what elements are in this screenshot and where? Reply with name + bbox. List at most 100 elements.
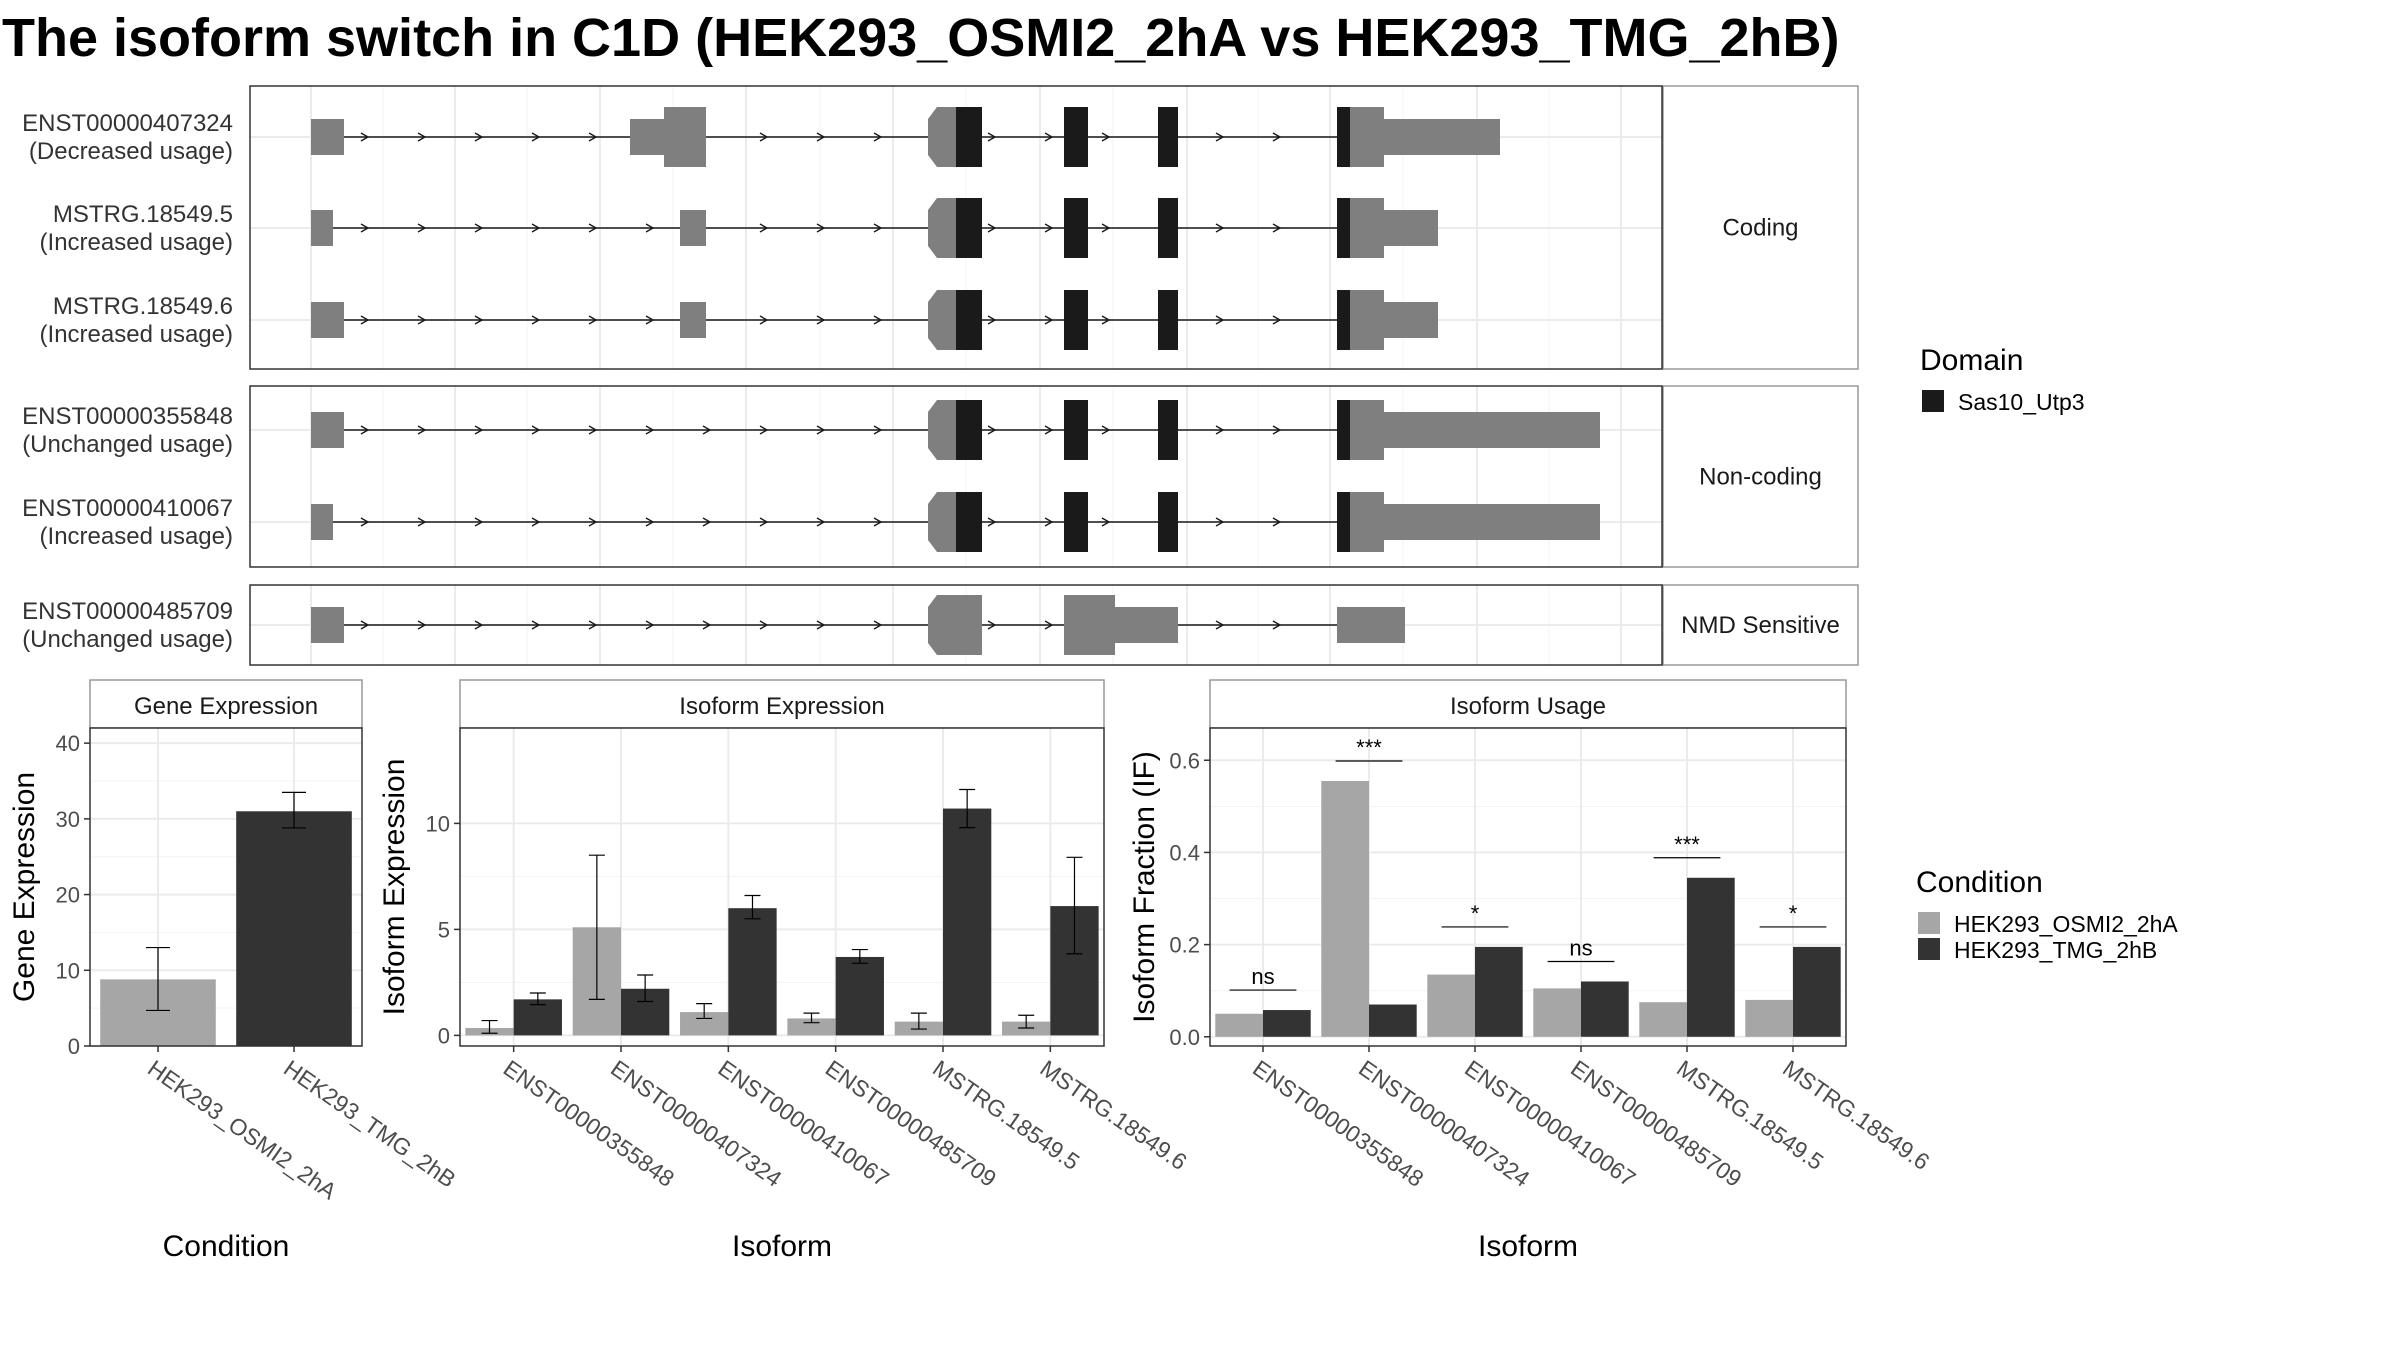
legend-label: Sas10_Utp3 — [1958, 389, 2085, 415]
transcript-usage: (Decreased usage) — [29, 138, 233, 165]
direction-arrow — [474, 517, 484, 527]
x-tick-label: ENST00000407324 — [606, 1055, 787, 1192]
direction-arrow — [987, 620, 997, 630]
panel-strip-label: Coding — [1722, 215, 1798, 242]
exon-block — [1384, 302, 1438, 338]
x-tick-label: ENST00000485709 — [821, 1055, 1001, 1192]
domain-block — [956, 492, 982, 552]
exon-block — [1384, 210, 1438, 246]
transcript-ENST00000485709: ENST00000485709(Unchanged usage) — [22, 595, 1405, 655]
direction-arrow — [531, 620, 541, 630]
significance-label: *** — [1674, 832, 1700, 857]
legend-label: HEK293_OSMI2_2hA — [1954, 911, 2178, 937]
direction-arrow — [474, 620, 484, 630]
direction-arrow — [873, 132, 883, 142]
transcript-ENST00000410067: ENST00000410067(Increased usage) — [22, 492, 1600, 552]
direction-arrow — [1044, 425, 1054, 435]
direction-arrow — [531, 315, 541, 325]
expression-bar-panels: Gene Expression010203040HEK293_OSMI2_2hA… — [8, 679, 1934, 1263]
exon-block — [664, 107, 706, 167]
x-axis-title: Isoform — [1478, 1230, 1578, 1263]
direction-arrow — [417, 620, 427, 630]
structure-panel-coding: Coding ENST00000407324(Decreased usage) MS… — [22, 85, 1859, 370]
direction-arrow — [1101, 315, 1111, 325]
exon-block — [311, 119, 344, 155]
y-axis-title: Gene Expression — [8, 772, 41, 1002]
direction-arrow — [1272, 315, 1282, 325]
direction-arrow — [360, 132, 370, 142]
x-axis-title: Isoform — [732, 1230, 832, 1263]
bar — [728, 908, 777, 1036]
exon-block — [311, 302, 344, 338]
y-tick-label: 0 — [68, 1034, 80, 1059]
exon-block — [928, 400, 956, 460]
transcript-name: ENST00000410067 — [22, 495, 233, 522]
direction-arrow — [1215, 315, 1225, 325]
direction-arrow — [1101, 425, 1111, 435]
exon-block — [1384, 412, 1600, 448]
exon-block — [1350, 198, 1384, 258]
panel-strip-label: Gene Expression — [134, 693, 318, 720]
direction-arrow — [873, 315, 883, 325]
direction-arrow — [987, 223, 997, 233]
bar-panel-isoform-expression: Isoform Expression0510ENST00000355848ENS… — [378, 679, 1192, 1263]
y-tick-label: 0.0 — [1169, 1025, 1200, 1050]
transcript-usage: (Unchanged usage) — [22, 431, 233, 458]
transcript-ENST00000355848: ENST00000355848(Unchanged usage) — [22, 400, 1600, 460]
direction-arrow — [816, 223, 826, 233]
y-axis-title: Isoform Fraction (IF) — [1128, 751, 1161, 1023]
direction-arrow — [360, 517, 370, 527]
direction-arrow — [873, 620, 883, 630]
bar — [1687, 877, 1735, 1037]
panel-strip — [459, 679, 1105, 729]
direction-arrow — [531, 517, 541, 527]
bar — [1321, 781, 1369, 1037]
direction-arrow — [1272, 620, 1282, 630]
panel-strip — [1662, 85, 1859, 370]
direction-arrow — [759, 132, 769, 142]
significance-label: ns — [1569, 935, 1592, 960]
panel-border — [249, 85, 1663, 370]
bar — [1215, 1013, 1263, 1037]
direction-arrow — [1044, 517, 1054, 527]
bar — [1581, 981, 1629, 1037]
direction-arrow — [987, 132, 997, 142]
panel-strip — [1662, 385, 1859, 568]
direction-arrow — [759, 425, 769, 435]
plot-background — [460, 728, 1104, 1046]
transcript-name: ENST00000407324 — [22, 110, 233, 137]
y-tick-label: 10 — [56, 958, 80, 983]
domain-block — [1337, 492, 1350, 552]
bar — [1793, 946, 1841, 1037]
exon-block — [1350, 492, 1384, 552]
x-tick-label: ENST00000407324 — [1354, 1055, 1535, 1192]
direction-arrow — [474, 223, 484, 233]
direction-arrow — [1044, 315, 1054, 325]
exon-block — [311, 504, 333, 540]
panel-strip-label: Isoform Usage — [1450, 693, 1606, 720]
y-tick-label: 20 — [56, 883, 80, 908]
domain-block — [1064, 107, 1088, 167]
panel-strip — [1662, 584, 1859, 666]
direction-arrow — [1044, 620, 1054, 630]
exon-block — [928, 595, 938, 655]
domain-block — [1064, 198, 1088, 258]
direction-arrow — [816, 315, 826, 325]
direction-arrow — [360, 223, 370, 233]
direction-arrow — [816, 132, 826, 142]
direction-arrow — [759, 315, 769, 325]
direction-arrow — [531, 425, 541, 435]
direction-arrow — [873, 517, 883, 527]
x-tick-label: ENST00000410067 — [1460, 1055, 1640, 1192]
direction-arrow — [645, 620, 655, 630]
domain-block — [956, 290, 982, 350]
direction-arrow — [1215, 517, 1225, 527]
direction-arrow — [531, 132, 541, 142]
domain-block — [1064, 400, 1088, 460]
domain-block — [956, 198, 982, 258]
direction-arrow — [1272, 223, 1282, 233]
direction-arrow — [645, 517, 655, 527]
bar — [680, 1012, 729, 1036]
direction-arrow — [816, 425, 826, 435]
